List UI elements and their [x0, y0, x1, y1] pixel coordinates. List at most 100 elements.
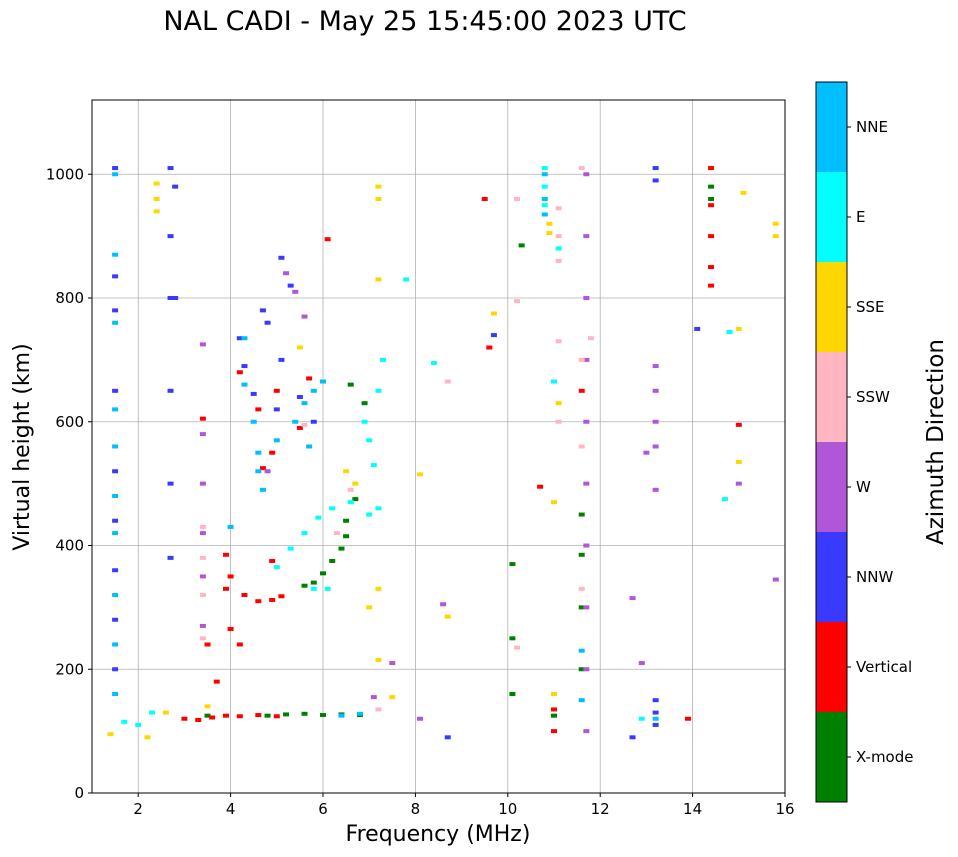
data-point-e — [555, 246, 562, 251]
data-point-ssw — [555, 339, 562, 344]
data-point-w — [652, 487, 659, 492]
x-tick-label: 8 — [411, 800, 421, 818]
data-point-nnw — [652, 178, 659, 183]
data-point-nnw — [167, 296, 174, 300]
data-point-x-mode — [320, 713, 326, 718]
data-point-w — [370, 695, 377, 700]
data-point-e — [551, 379, 557, 384]
data-point-w — [652, 444, 659, 449]
data-point-e — [121, 719, 128, 724]
x-tick-label: 16 — [775, 800, 794, 818]
data-point-vertical — [735, 422, 742, 427]
colorbar-segment — [816, 352, 847, 442]
data-point-vertical — [684, 716, 691, 721]
data-point-nne — [112, 444, 119, 449]
data-point-w — [583, 543, 590, 548]
data-point-vertical — [213, 679, 220, 684]
data-point-sse — [546, 221, 553, 226]
colorbar-label: SSW — [856, 388, 890, 406]
data-point-sse — [375, 197, 382, 201]
data-point-x-mode — [509, 636, 516, 641]
data-point-sse — [735, 326, 742, 331]
data-point-e — [287, 546, 294, 551]
data-point-x-mode — [518, 243, 525, 248]
data-point-w — [583, 605, 590, 610]
data-point-e — [541, 166, 548, 171]
data-point-e — [403, 277, 410, 282]
data-point-sse — [296, 345, 303, 350]
data-point-vertical — [241, 593, 248, 597]
colorbar-label: E — [856, 208, 865, 226]
data-point-vertical — [255, 713, 262, 718]
data-point-ssw — [514, 197, 521, 201]
data-point-nne — [301, 401, 308, 406]
data-point-w — [772, 577, 779, 582]
data-point-e — [721, 497, 728, 502]
data-point-nnw — [444, 735, 451, 740]
data-point-e — [361, 419, 368, 424]
data-point-nne — [541, 197, 548, 201]
colorbar-segment — [816, 172, 847, 262]
data-point-e — [370, 463, 377, 468]
data-point-nne — [112, 593, 119, 597]
data-point-w — [199, 481, 206, 486]
data-point-nne — [320, 379, 326, 384]
data-point-vertical — [481, 197, 488, 201]
data-point-e — [375, 388, 382, 393]
data-point-w — [583, 296, 590, 300]
data-point-nne — [255, 469, 262, 474]
data-point-sse — [735, 459, 742, 464]
data-point-vertical — [278, 594, 285, 599]
data-point-e — [347, 500, 354, 505]
data-point-nnw — [172, 184, 179, 189]
data-point-ssw — [555, 234, 562, 239]
data-point-e — [324, 586, 331, 591]
data-point-vertical — [181, 716, 188, 721]
data-point-nnw — [241, 364, 248, 369]
data-point-nne — [112, 642, 119, 647]
data-point-nnw — [172, 296, 179, 300]
data-point-e — [380, 357, 387, 362]
data-point-nne — [112, 531, 119, 536]
data-point-sse — [375, 586, 382, 591]
data-point-ssw — [578, 166, 585, 171]
data-point-ssw — [555, 419, 562, 424]
data-point-e — [541, 184, 548, 189]
data-point-x-mode — [320, 571, 326, 576]
data-point-nne — [241, 382, 248, 387]
data-point-vertical — [269, 450, 276, 455]
data-point-nnw — [112, 518, 119, 523]
data-point-nnw — [629, 735, 636, 740]
data-point-nne — [356, 711, 363, 716]
data-point-sse — [772, 234, 779, 239]
data-point-nne — [578, 698, 585, 703]
data-point-sse — [444, 614, 451, 619]
data-point-w — [440, 602, 447, 607]
data-point-vertical — [236, 714, 243, 719]
data-point-nnw — [278, 255, 285, 260]
data-point-ssw — [347, 487, 354, 492]
data-point-x-mode — [264, 713, 271, 718]
data-point-w — [583, 357, 590, 362]
data-point-w — [735, 481, 742, 486]
azimuth-colorbar: X-mode Vertical NNW W SSW SSE E NNE — [815, 81, 913, 803]
data-point-nnw — [287, 283, 294, 288]
data-point-vertical — [195, 717, 202, 722]
x-axis-label: Frequency (MHz) — [346, 822, 531, 847]
data-point-ssw — [555, 258, 562, 263]
y-tick-label: 400 — [55, 537, 84, 555]
data-point-nnw — [296, 395, 303, 399]
data-point-vertical — [204, 642, 211, 647]
data-point-w — [264, 469, 271, 474]
data-point-ssw — [514, 299, 521, 304]
data-point-sse — [204, 704, 211, 709]
data-point-nnw — [112, 166, 119, 171]
data-point-w — [643, 450, 650, 455]
data-point-vertical — [269, 558, 276, 563]
data-point-vertical — [227, 574, 234, 579]
data-point-ssw — [578, 357, 585, 362]
data-point-nne — [112, 692, 119, 696]
data-point-x-mode — [708, 184, 715, 189]
data-point-sse — [772, 221, 779, 226]
data-point-vertical — [708, 265, 715, 270]
